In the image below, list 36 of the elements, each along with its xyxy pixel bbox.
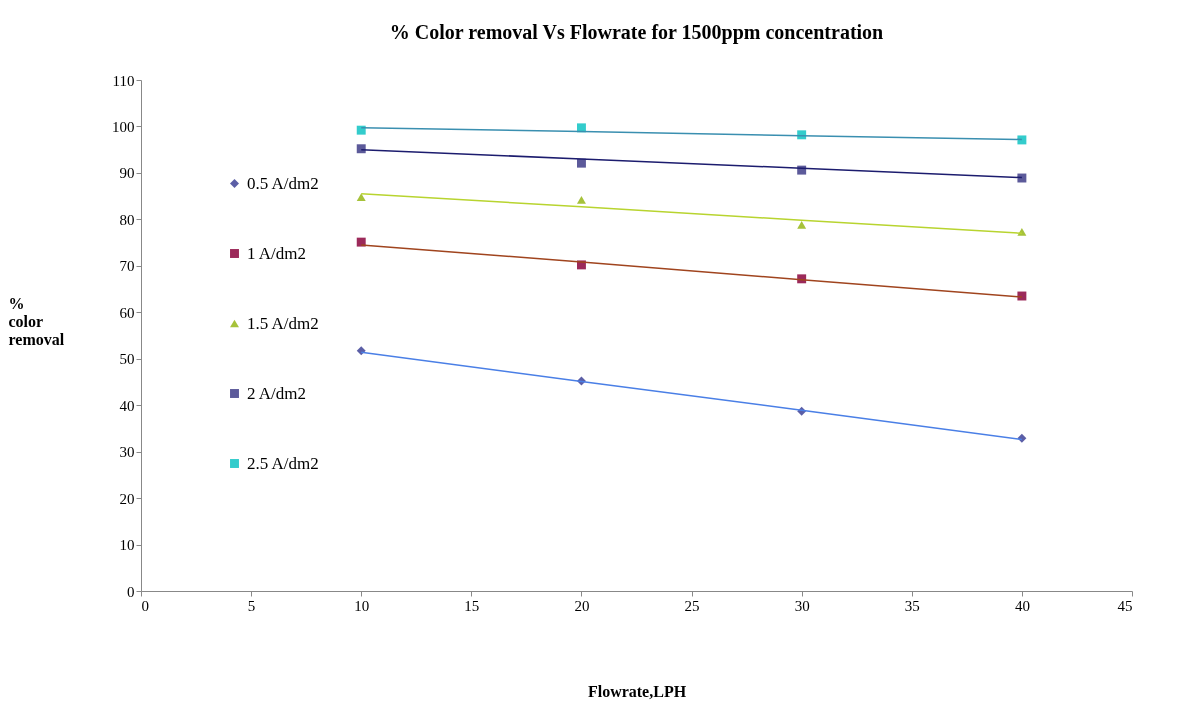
y-tick-label: 20 (119, 490, 135, 507)
chart-title: % Color removal Vs Flowrate for 1500ppm concentration (389, 21, 884, 44)
y-tick-label: 40 (119, 397, 135, 414)
y-tick-label: 10 (119, 537, 135, 554)
x-tick-label: 30 (794, 597, 810, 614)
point (356, 144, 366, 154)
y-tick-label: 100 (112, 118, 135, 135)
y-tick-label: 110 (112, 72, 135, 89)
x-tick-label: 40 (1014, 597, 1030, 614)
y-tick-label: 70 (119, 258, 135, 275)
legend-label: 2 A/dm2 (247, 383, 307, 403)
point (1017, 135, 1027, 145)
x-tick-label: 15 (464, 597, 480, 614)
y-tick-label: 0 (127, 583, 135, 600)
point (797, 221, 807, 229)
x-axis-title: Flowrate,LPH (587, 682, 687, 700)
x-tick-label: 35 (904, 597, 920, 614)
point (576, 195, 586, 204)
x-tick-label: 25 (684, 597, 700, 614)
x-tick-label: 0 (141, 597, 149, 614)
legend-label: 2.5 A/dm2 (247, 453, 319, 473)
point (356, 193, 366, 201)
legend-label: 0.5 A/dm2 (247, 173, 319, 193)
y-tick-label: 60 (119, 304, 135, 321)
y-tick-label: 50 (119, 351, 135, 368)
x-tick-label: 20 (574, 597, 590, 614)
y-tick-label: 90 (119, 165, 135, 182)
x-tick-label: 45 (1117, 597, 1133, 614)
y-tick-label: 80 (119, 211, 135, 228)
legend-label: 1 A/dm2 (247, 243, 307, 263)
x-tick-label: 10 (354, 597, 370, 614)
y-tick-label: 30 (119, 444, 135, 461)
legend-label: 1.5 A/dm2 (247, 313, 319, 333)
point (356, 346, 366, 356)
x-tick-label: 5 (247, 597, 256, 614)
y-axis-title: % color removal (8, 294, 65, 348)
